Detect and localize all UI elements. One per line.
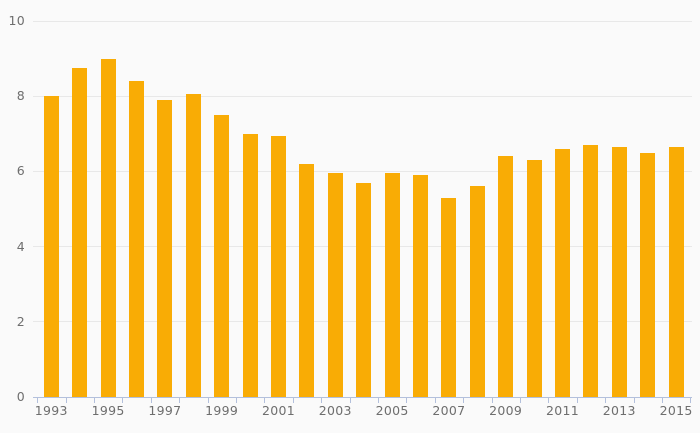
x-axis-tick <box>690 398 692 403</box>
x-axis-tick <box>633 398 635 403</box>
x-axis-tick <box>576 398 578 403</box>
y-axis-tick-label: 6 <box>16 163 25 179</box>
bar-1996[interactable] <box>129 81 144 397</box>
x-axis-tick-label: 2013 <box>602 403 636 418</box>
x-axis-tick <box>264 398 266 403</box>
x-axis-tick-label: 1993 <box>34 403 68 418</box>
x-axis-tick <box>207 398 209 403</box>
x-axis-tick <box>93 398 95 403</box>
bar-2014[interactable] <box>640 152 656 397</box>
x-axis-tick-label: 2015 <box>659 403 693 418</box>
x-axis-tick <box>377 398 379 403</box>
gridline-6 <box>33 170 692 172</box>
x-axis-tick <box>605 398 607 403</box>
bar-2008[interactable] <box>469 186 485 397</box>
x-axis-tick <box>321 398 323 403</box>
x-axis-tick <box>661 398 663 403</box>
bar-1995[interactable] <box>100 58 116 397</box>
x-axis-tick-label: 1995 <box>91 403 125 418</box>
bar-2004[interactable] <box>356 182 372 397</box>
x-axis-line <box>33 397 692 398</box>
x-axis-tick-label: 2001 <box>261 403 295 418</box>
bar-2002[interactable] <box>299 163 315 397</box>
bar-2003[interactable] <box>327 173 343 397</box>
x-axis-tick-label: 2011 <box>545 403 579 418</box>
x-axis-tick <box>235 398 237 403</box>
x-axis-tick <box>463 398 465 403</box>
bar-2015[interactable] <box>668 146 684 397</box>
bar-2011[interactable] <box>555 148 570 397</box>
x-axis-tick <box>122 398 124 403</box>
x-axis-tick-label: 2005 <box>375 403 409 418</box>
bar-2005[interactable] <box>384 173 400 397</box>
bar-2000[interactable] <box>242 133 258 397</box>
bar-1997[interactable] <box>157 99 173 397</box>
x-axis-tick-label: 2003 <box>318 403 352 418</box>
bar-1993[interactable] <box>43 96 59 397</box>
bar-2010[interactable] <box>526 160 542 397</box>
x-axis-tick <box>349 398 351 403</box>
x-axis-tick <box>434 398 436 403</box>
bar-1999[interactable] <box>214 115 230 397</box>
x-axis-tick-label: 2007 <box>432 403 466 418</box>
bar-2009[interactable] <box>498 156 514 397</box>
y-axis-tick-label: 2 <box>16 313 25 329</box>
x-axis-tick <box>292 398 294 403</box>
x-axis-tick <box>519 398 521 403</box>
bar-2012[interactable] <box>583 145 599 397</box>
x-axis-tick <box>406 398 408 403</box>
gridline-10 <box>33 20 692 22</box>
bar-1998[interactable] <box>185 94 201 397</box>
y-axis-tick-label: 4 <box>16 238 25 254</box>
x-axis-tick <box>150 398 152 403</box>
bar-2006[interactable] <box>413 175 428 397</box>
bar-2007[interactable] <box>441 197 457 397</box>
x-axis-tick <box>65 398 67 403</box>
x-axis-tick-label: 2009 <box>489 403 523 418</box>
bar-1994[interactable] <box>72 68 88 397</box>
x-axis-tick <box>548 398 550 403</box>
x-axis-tick <box>179 398 181 403</box>
bar-2001[interactable] <box>271 135 286 397</box>
y-axis-tick-label: 8 <box>16 88 25 104</box>
y-axis-tick-label: 0 <box>16 389 25 404</box>
x-axis-tick-label: 1999 <box>205 403 239 418</box>
y-axis-tick-label: 10 <box>8 13 25 28</box>
bar-2013[interactable] <box>611 146 627 397</box>
x-axis-tick-label: 1997 <box>148 403 182 418</box>
x-axis-tick <box>37 398 39 403</box>
gridline-8 <box>33 95 692 97</box>
x-axis-tick <box>491 398 493 403</box>
